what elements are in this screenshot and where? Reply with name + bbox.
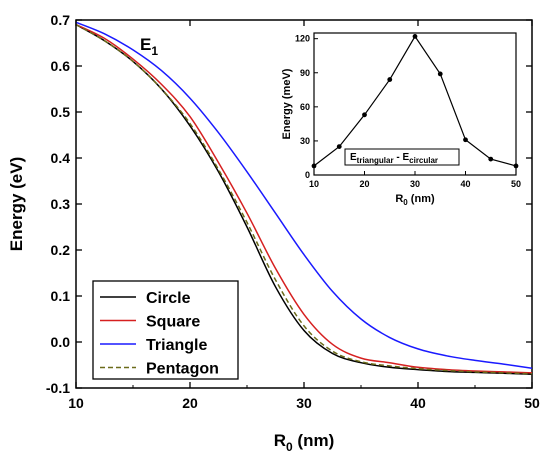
y-tick-label: 0.1 bbox=[51, 288, 71, 304]
inset-y-axis-title: Energy (meV) bbox=[281, 68, 293, 139]
inset-data-point bbox=[513, 163, 519, 169]
inset-data-point bbox=[387, 77, 393, 82]
inset-data-point bbox=[362, 112, 367, 118]
legend-label-triangle: Triangle bbox=[146, 337, 207, 354]
main-series-group bbox=[75, 21, 533, 375]
y-tick-label: 0.0 bbox=[51, 334, 71, 350]
inset-annotation: Etriangular - Ecircular bbox=[350, 152, 438, 165]
series-line-pentagon bbox=[75, 23, 533, 375]
main-axes-group: 10 20 30 40 50 -0.1 0.0 0.1 0.2 0.3 0.4 0.5 0.6 0.7 bbox=[46, 12, 540, 411]
inset-y-tick-label: 120 bbox=[295, 34, 310, 44]
inset-y-tick-label: 0 bbox=[305, 170, 310, 180]
legend-label-square: Square bbox=[146, 314, 200, 331]
legend-label-circle: Circle bbox=[146, 290, 191, 307]
series-line-square bbox=[75, 23, 533, 374]
curve-label-e1: E1 bbox=[140, 35, 158, 58]
legend-items: Circle Square Triangle Pentagon bbox=[100, 290, 219, 378]
y-tick-label: 0.4 bbox=[51, 150, 71, 166]
inset-y-tick-label: 90 bbox=[300, 68, 310, 78]
x-tick-label: 40 bbox=[410, 395, 426, 411]
y-tick-label: 0.3 bbox=[51, 196, 71, 212]
x-tick-label: 50 bbox=[524, 395, 540, 411]
legend: Circle Square Triangle Pentagon bbox=[92, 280, 239, 380]
inset-data-point bbox=[463, 137, 468, 143]
y-tick-label: 0.7 bbox=[51, 12, 71, 28]
y-tick-label: 0.2 bbox=[51, 242, 71, 258]
series-line-triangle bbox=[75, 21, 533, 369]
y-tick-label: 0.6 bbox=[51, 58, 71, 74]
inset-y-tick-label: 30 bbox=[300, 136, 310, 146]
inset-x-tick-label: 50 bbox=[511, 179, 521, 189]
inset-data-point bbox=[311, 163, 317, 169]
inset-data-point bbox=[336, 144, 342, 150]
inset-data-point bbox=[412, 34, 418, 39]
inset-data-point bbox=[437, 71, 443, 77]
inset-chart: 10 20 30 40 50 0 30 60 90 120 Etriangular - Ecirc… bbox=[281, 32, 521, 207]
inset-x-tick-label: 10 bbox=[309, 179, 319, 189]
y-axis-title: Energy (eV) bbox=[7, 157, 26, 251]
y-tick-label: 0.5 bbox=[51, 104, 71, 120]
inset-series-group bbox=[311, 34, 519, 169]
legend-label-pentagon: Pentagon bbox=[146, 361, 219, 378]
x-axis-title: R0 (nm) bbox=[274, 431, 335, 454]
inset-annotation-box bbox=[344, 148, 460, 166]
inset-x-tick-label: 40 bbox=[460, 179, 470, 189]
x-tick-label: 30 bbox=[296, 395, 312, 411]
inset-x-tick-label: 30 bbox=[410, 179, 420, 189]
x-tick-label: 10 bbox=[68, 395, 84, 411]
inset-axes-group: 10 20 30 40 50 0 30 60 90 120 bbox=[295, 34, 521, 189]
inset-x-tick-label: 20 bbox=[359, 179, 369, 189]
inset-y-tick-label: 60 bbox=[300, 102, 310, 112]
x-tick-label: 20 bbox=[182, 395, 198, 411]
inset-x-axis-title: R0 (nm) bbox=[395, 193, 435, 207]
y-tick-label: -0.1 bbox=[46, 380, 70, 396]
inset-data-point bbox=[488, 156, 494, 162]
